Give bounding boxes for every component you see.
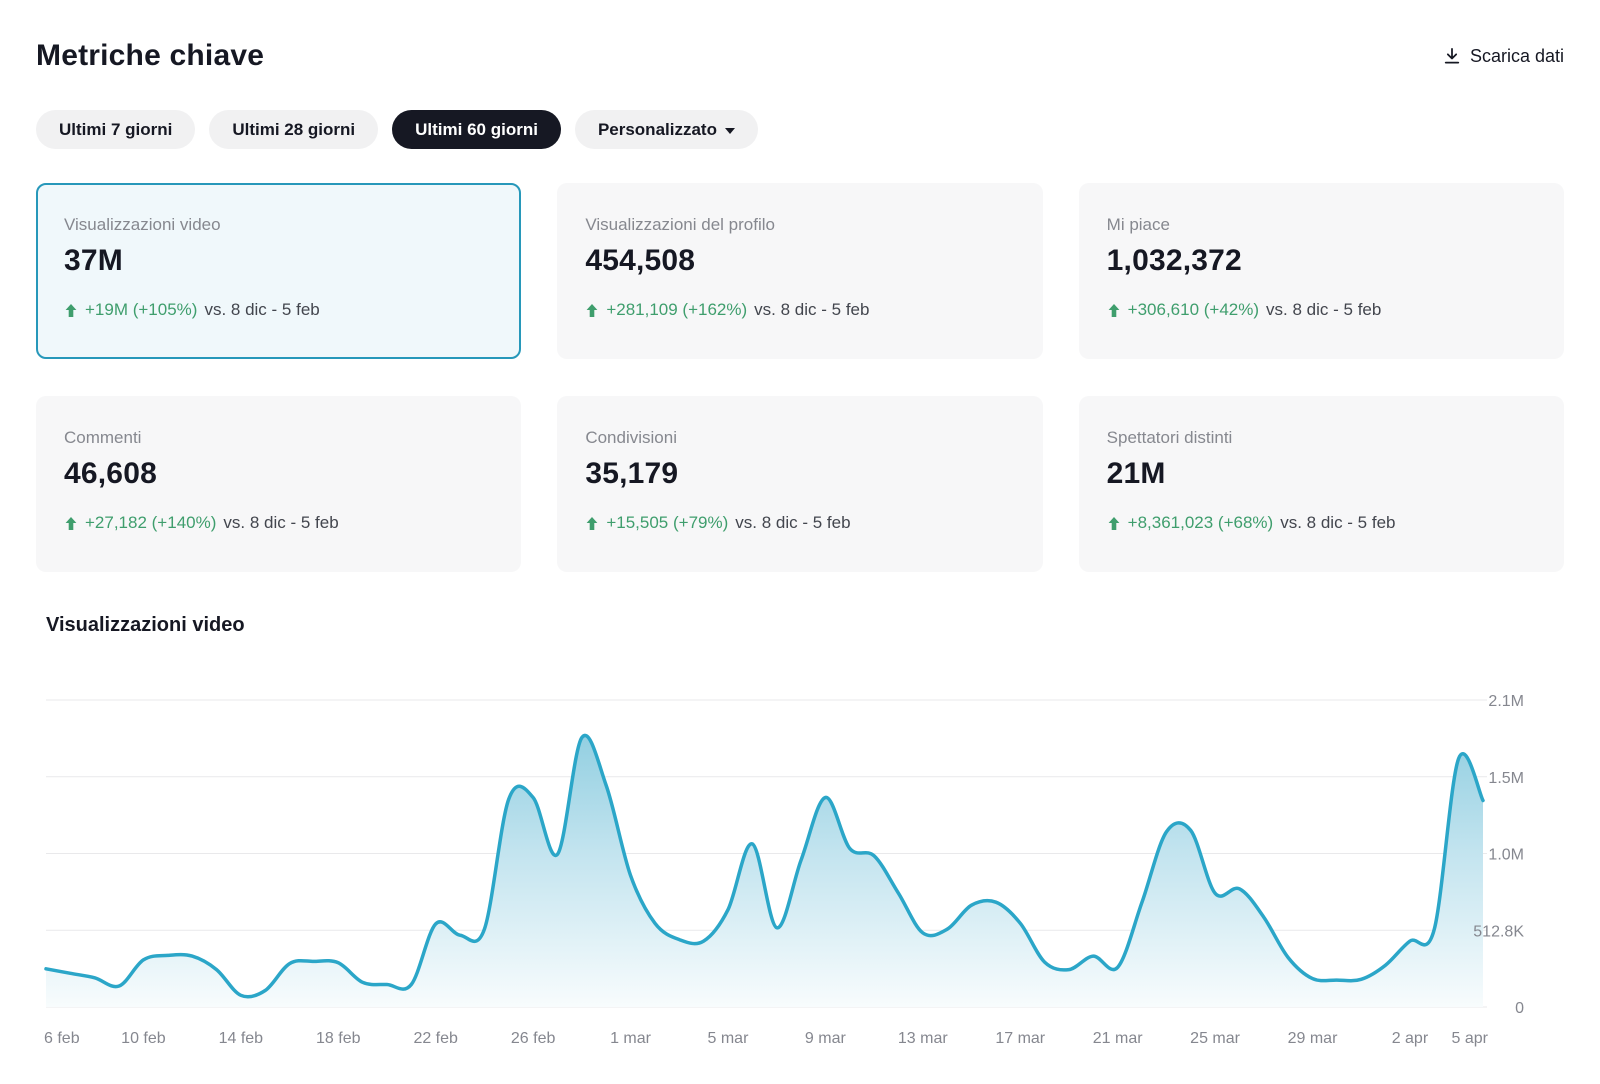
download-icon — [1442, 46, 1462, 66]
area-fill — [46, 735, 1483, 1007]
x-tick-label: 14 feb — [219, 1030, 264, 1047]
metric-delta: +8,361,023 (+68%) — [1127, 513, 1274, 532]
metric-card-shares[interactable]: Condivisioni 35,179 +15,505 (+79%) vs. 8… — [557, 396, 1043, 572]
x-tick-label: 2 apr — [1392, 1030, 1429, 1047]
x-tick-label: 5 mar — [708, 1030, 750, 1047]
tab-custom-range[interactable]: Personalizzato — [574, 110, 758, 149]
increase-arrow-icon — [1107, 303, 1121, 318]
x-tick-label: 13 mar — [898, 1030, 948, 1047]
metric-card-likes[interactable]: Mi piace 1,032,372 +306,610 (+42%) vs. 8… — [1078, 183, 1564, 359]
metric-delta: +281,109 (+162%) — [606, 300, 748, 319]
tab-label: Personalizzato — [597, 119, 717, 139]
x-tick-label: 6 feb — [44, 1030, 80, 1047]
x-tick-label: 18 feb — [316, 1030, 361, 1047]
date-range-tabs: Ultimi 7 giorni Ultimi 28 giorni Ultimi … — [36, 110, 1564, 149]
metric-value: 46,608 — [64, 457, 157, 490]
caret-down-icon — [724, 127, 735, 134]
header: Metriche chiave Scarica dati — [36, 34, 1564, 78]
metric-comparison-period: vs. 8 dic - 5 feb — [204, 300, 320, 319]
x-tick-label: 22 feb — [413, 1030, 458, 1047]
tab-last-28-days[interactable]: Ultimi 28 giorni — [209, 110, 379, 149]
area-chart-svg[interactable]: 0 512.8K 1.0M 1.5M 2.1M 6 feb 10 feb 14 feb 18 … — [36, 647, 1564, 1051]
download-data-button[interactable]: Scarica dati — [1442, 46, 1564, 67]
metric-card-video-views[interactable]: Visualizzazioni video 37M +19M (+105%) v… — [36, 183, 522, 359]
increase-arrow-icon — [64, 303, 78, 318]
metric-delta: +306,610 (+42%) — [1127, 300, 1260, 319]
video-views-chart[interactable]: 0 512.8K 1.0M 1.5M 2.1M 6 feb 10 feb 14 feb 18 … — [36, 647, 1564, 1051]
metric-label: Visualizzazioni video — [64, 215, 221, 234]
metric-label: Spettatori distinti — [1106, 428, 1233, 447]
metric-label: Commenti — [64, 428, 142, 447]
x-tick-label: 21 mar — [1093, 1030, 1143, 1047]
metric-value: 454,508 — [585, 244, 696, 277]
metric-label: Condivisioni — [585, 428, 677, 447]
tab-last-60-days[interactable]: Ultimi 60 giorni — [392, 110, 561, 149]
metric-comparison-period: vs. 8 dic - 5 feb — [735, 513, 851, 532]
tab-label: Ultimi 60 giorni — [415, 119, 538, 139]
metric-comparison-period: vs. 8 dic - 5 feb — [1266, 300, 1382, 319]
metric-label: Mi piace — [1106, 215, 1170, 234]
increase-arrow-icon — [585, 303, 599, 318]
increase-arrow-icon — [585, 516, 599, 531]
y-tick-label: 0 — [1515, 1000, 1524, 1017]
x-tick-label: 26 feb — [511, 1030, 556, 1047]
y-tick-label: 1.5M — [1488, 770, 1524, 787]
x-tick-label: 25 mar — [1190, 1030, 1240, 1047]
increase-arrow-icon — [1107, 516, 1121, 531]
y-axis-labels: 0 512.8K 1.0M 1.5M 2.1M — [1473, 693, 1524, 1017]
metric-card-unique-viewers[interactable]: Spettatori distinti 21M +8,361,023 (+68%… — [1078, 396, 1564, 572]
chart-title: Visualizzazioni video — [46, 614, 245, 636]
x-tick-label: 9 mar — [805, 1030, 847, 1047]
metric-comparison-period: vs. 8 dic - 5 feb — [1280, 513, 1396, 532]
metric-card-comments[interactable]: Commenti 46,608 +27,182 (+140%) vs. 8 di… — [36, 396, 522, 572]
metric-delta: +15,505 (+79%) — [606, 513, 729, 532]
key-metrics-panel: Metriche chiave Scarica dati Ultimi 7 gi… — [36, 34, 1564, 1051]
metric-cards: Visualizzazioni video 37M +19M (+105%) v… — [36, 183, 1564, 572]
y-tick-label: 512.8K — [1473, 923, 1524, 940]
download-label: Scarica dati — [1469, 45, 1564, 66]
x-tick-label: 1 mar — [610, 1030, 652, 1047]
y-tick-label: 2.1M — [1488, 693, 1524, 710]
metric-value: 35,179 — [585, 457, 679, 490]
x-tick-label: 17 mar — [995, 1030, 1045, 1047]
metric-value: 21M — [1106, 457, 1166, 490]
metric-value: 1,032,372 — [1106, 244, 1242, 277]
x-tick-label: 10 feb — [121, 1030, 166, 1047]
metric-delta: +19M (+105%) — [85, 300, 198, 319]
y-tick-label: 1.0M — [1488, 847, 1524, 864]
x-axis-labels: 6 feb 10 feb 14 feb 18 feb 22 feb 26 feb 1 mar… — [44, 1030, 1489, 1047]
x-tick-label: 5 apr — [1452, 1030, 1489, 1047]
tab-label: Ultimi 28 giorni — [232, 119, 356, 139]
increase-arrow-icon — [64, 516, 78, 531]
tab-last-7-days[interactable]: Ultimi 7 giorni — [36, 110, 196, 149]
metric-delta: +27,182 (+140%) — [85, 513, 217, 532]
metric-label: Visualizzazioni del profilo — [585, 215, 775, 234]
metric-value: 37M — [64, 244, 123, 277]
metric-card-profile-views[interactable]: Visualizzazioni del profilo 454,508 +281… — [557, 183, 1043, 359]
page-title: Metriche chiave — [36, 39, 265, 72]
metric-comparison-period: vs. 8 dic - 5 feb — [754, 300, 870, 319]
metric-comparison-period: vs. 8 dic - 5 feb — [223, 513, 339, 532]
x-tick-label: 29 mar — [1288, 1030, 1338, 1047]
series-line — [44, 733, 1485, 999]
tab-label: Ultimi 7 giorni — [59, 119, 173, 139]
